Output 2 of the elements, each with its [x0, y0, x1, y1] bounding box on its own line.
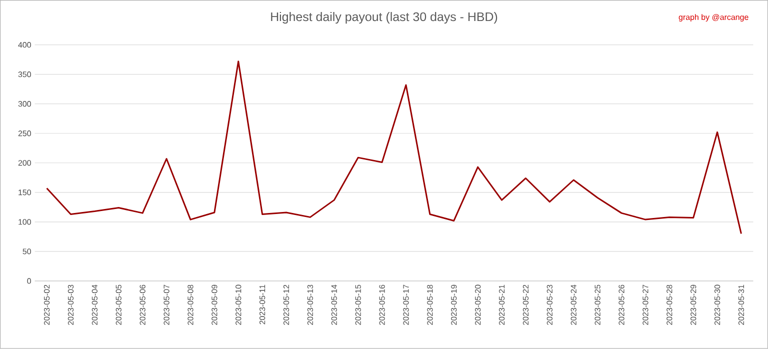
line-series [46, 60, 742, 235]
chart-title: Highest daily payout (last 30 days - HBD) [271, 12, 498, 24]
